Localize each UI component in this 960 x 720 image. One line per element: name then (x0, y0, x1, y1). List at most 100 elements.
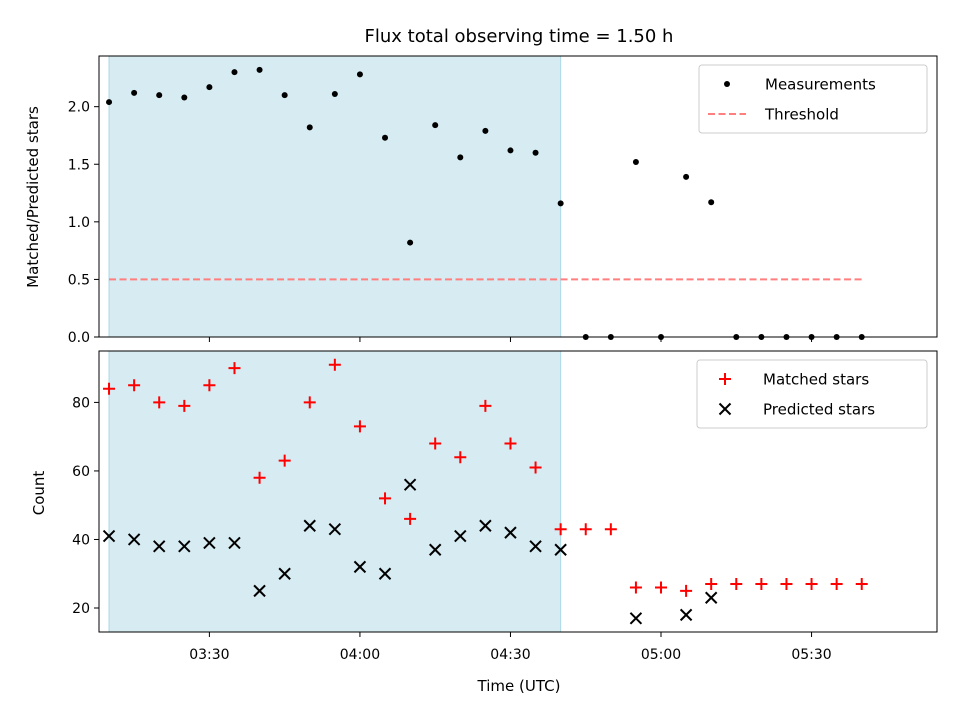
measurement-point (432, 122, 439, 129)
legend-label: Measurements (765, 76, 876, 94)
ratio-panel: 0.0 0.5 1.0 1.5 2.0 Measurements Threshold (68, 55, 938, 346)
legend-label: Matched stars (763, 371, 869, 389)
x-tick-label: 04:30 (490, 647, 530, 663)
legend-marker-matched (719, 373, 731, 385)
measurement-point (231, 69, 238, 76)
measurement-point (106, 99, 113, 106)
y-tick-label: 0.0 (68, 330, 90, 346)
matched-star-point (454, 451, 467, 464)
y-axis-label-ratio: Matched/Predicted stars (24, 106, 42, 288)
measurement-point (356, 71, 363, 78)
y-tick-label: 20 (72, 601, 90, 617)
y-tick-label: 0.5 (68, 272, 90, 288)
predicted-star-point (353, 560, 367, 574)
predicted-star-point (278, 567, 291, 580)
matched-star-point (705, 578, 718, 591)
matched-star-point (655, 581, 668, 594)
matched-star-point (303, 396, 316, 409)
matched-star-point (153, 396, 166, 409)
predicted-star-point (428, 543, 442, 556)
matched-star-point (730, 578, 743, 591)
measurement-point (532, 149, 539, 156)
predicted-star-point (554, 543, 567, 556)
matched-star-point (353, 420, 366, 433)
matched-star-point (429, 437, 442, 450)
matched-star-point (579, 523, 592, 536)
predicted-star-point (403, 478, 417, 491)
measurement-point (557, 200, 564, 207)
legend-box (696, 359, 928, 429)
measurement-point (256, 66, 263, 73)
predicted-star-point (127, 533, 141, 546)
matched-star-point (529, 461, 542, 474)
matched-star-point (253, 471, 266, 484)
measurement-point (632, 158, 639, 165)
matched-star-point (278, 454, 291, 467)
x-tick-label: 05:30 (791, 647, 831, 663)
x-axis-label: Time (UTC) (477, 677, 561, 695)
matched-star-point (855, 578, 868, 591)
matched-star-point (504, 437, 517, 450)
predicted-star-point (328, 522, 342, 536)
predicted-star-point (253, 584, 266, 598)
y-tick-label: 1.5 (68, 157, 90, 173)
shaded-span (108, 55, 562, 338)
measurement-point (457, 154, 464, 161)
matched-star-point (805, 578, 818, 591)
y-tick-label: 80 (72, 395, 90, 411)
plot-frame (98, 350, 938, 633)
matched-star-point (755, 578, 768, 591)
shaded-span (108, 350, 562, 633)
predicted-star-point (454, 529, 467, 543)
y-tick-label: 60 (72, 464, 90, 480)
matched-star-point (203, 379, 216, 392)
predicted-star-point (378, 567, 392, 580)
matched-star-point (128, 379, 141, 392)
x-tick-label: 03:30 (189, 647, 229, 663)
predicted-star-point (479, 519, 492, 532)
matched-star-point (404, 512, 417, 525)
matched-star-point (830, 578, 843, 591)
measurement-point (206, 84, 213, 91)
measurement-point (482, 127, 489, 134)
matched-star-point (554, 523, 567, 536)
y-axis-label-count: Count (30, 471, 48, 516)
predicted-star-point (704, 591, 718, 604)
predicted-star-point (629, 612, 643, 625)
predicted-star-point (303, 519, 316, 532)
predicted-star-point (504, 526, 517, 539)
measurement-point (507, 147, 514, 154)
measurement-point (131, 89, 138, 96)
measurement-point (181, 94, 188, 101)
plot-frame (98, 55, 938, 338)
y-tick-label: 2.0 (68, 100, 90, 116)
legend-marker-measurement (724, 81, 730, 87)
matched-star-point (379, 492, 392, 505)
matched-star-point (629, 581, 642, 594)
legend-marker-predicted (718, 402, 732, 416)
count-panel: 20 40 60 80 03:30 04:00 04:30 05:00 05:30 Matched… (72, 350, 938, 663)
matched-star-point (103, 382, 116, 395)
predicted-star-point (102, 529, 116, 543)
predicted-star-point (203, 536, 216, 550)
x-tick-label: 04:00 (340, 647, 380, 663)
predicted-star-point (178, 540, 191, 553)
predicted-star-point (679, 608, 693, 622)
y-tick-label: 1.0 (68, 215, 90, 231)
measurement-point (407, 239, 414, 246)
matched-star-point (680, 584, 693, 597)
predicted-star-point (529, 540, 542, 553)
matched-star-point (228, 362, 241, 375)
chart-title: Flux total observing time = 1.50 h (365, 26, 674, 47)
y-tick-label: 40 (72, 532, 90, 548)
predicted-star-point (153, 540, 166, 553)
matched-star-point (780, 578, 793, 591)
predicted-star-point (228, 536, 241, 550)
matched-star-point (479, 399, 492, 412)
measurement-point (708, 199, 715, 206)
measurement-point (382, 134, 389, 141)
legend-box (698, 64, 928, 134)
measurement-point (156, 92, 163, 99)
matched-star-point (178, 399, 191, 412)
